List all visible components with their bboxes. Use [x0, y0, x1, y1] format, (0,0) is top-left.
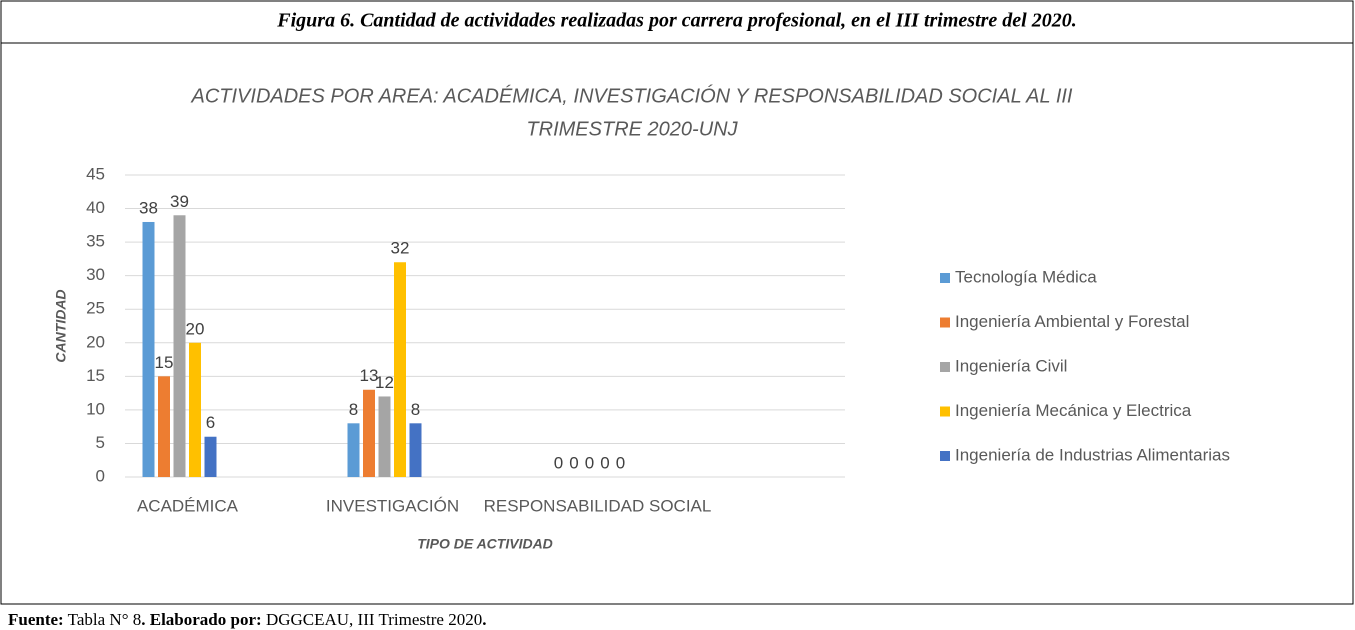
source-part: .	[482, 610, 486, 629]
source-part: . Elaborado por:	[141, 610, 261, 629]
data-label: 6	[206, 413, 215, 432]
data-label: 39	[170, 192, 189, 211]
y-tick-label: 10	[86, 399, 105, 418]
source-part: Tabla N° 8	[64, 610, 142, 629]
bar	[394, 262, 406, 477]
data-label: 0	[585, 453, 594, 472]
source-note: Fuente: Tabla N° 8. Elaborado por: DGGCE…	[8, 610, 486, 629]
x-tick-label: ACADÉMICA	[137, 496, 239, 515]
source-part: Fuente:	[8, 610, 64, 629]
data-label: 20	[186, 319, 205, 338]
data-label: 13	[360, 366, 379, 385]
data-label: 12	[375, 373, 394, 392]
bar	[363, 389, 375, 477]
legend-swatch	[940, 406, 950, 417]
bar	[204, 436, 217, 477]
data-label: 38	[139, 198, 158, 217]
y-tick-label: 40	[86, 198, 105, 217]
data-label: 0	[600, 453, 609, 472]
y-tick-label: 30	[86, 265, 105, 284]
y-tick-label: 25	[86, 299, 105, 318]
bar	[158, 376, 170, 477]
x-tick-label: RESPONSABILIDAD SOCIAL	[484, 496, 712, 515]
y-tick-label: 35	[86, 232, 105, 251]
data-label: 32	[391, 239, 410, 258]
bar	[409, 423, 422, 477]
legend-label: Ingeniería Civil	[955, 356, 1067, 375]
y-tick-label: 15	[86, 366, 105, 385]
figure-frame	[0, 0, 1354, 605]
bar	[347, 423, 360, 477]
data-label: 8	[411, 400, 420, 419]
chart-title: ACTIVIDADES POR AREA: ACADÉMICA, INVESTI…	[191, 84, 1073, 107]
data-label: 0	[569, 453, 578, 472]
y-tick-label: 5	[96, 433, 105, 452]
x-axis-label: TIPO DE ACTIVIDAD	[417, 536, 553, 552]
y-tick-label: 20	[86, 332, 105, 351]
legend-swatch	[940, 451, 950, 461]
legend-label: Ingeniería Mecánica y Electrica	[955, 401, 1192, 420]
bar	[378, 396, 391, 477]
x-tick-label: INVESTIGACIÓN	[326, 496, 459, 515]
legend-label: Ingeniería de Industrias Alimentarias	[955, 445, 1230, 464]
y-tick-label: 45	[86, 164, 105, 183]
data-label: 0	[554, 453, 563, 472]
data-label: 8	[349, 400, 358, 419]
source-part: DGGCEAU, III Trimestre 2020	[262, 610, 483, 629]
legend-label: Ingeniería Ambiental y Forestal	[955, 312, 1189, 331]
data-label: 0	[616, 453, 625, 472]
y-axis-label: CANTIDAD	[53, 289, 69, 362]
bar	[173, 215, 186, 477]
chart-title: TRIMESTRE 2020-UNJ	[526, 118, 738, 140]
y-tick-label: 0	[96, 466, 105, 485]
legend-swatch	[940, 273, 950, 283]
data-label: 15	[155, 353, 174, 372]
legend-swatch	[940, 362, 950, 372]
legend-swatch	[940, 317, 950, 328]
bar	[189, 342, 201, 477]
figure-caption: Figura 6. Cantidad de actividades realiz…	[276, 10, 1076, 32]
legend-label: Tecnología Médica	[955, 267, 1097, 286]
bar	[142, 221, 155, 477]
